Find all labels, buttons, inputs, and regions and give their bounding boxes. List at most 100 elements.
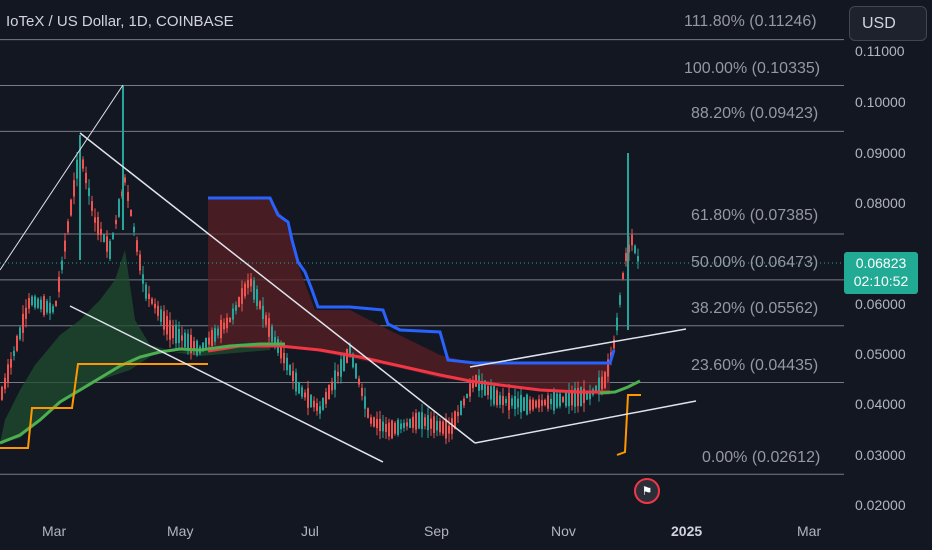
candle-body xyxy=(529,399,531,411)
fib-label: 0.00% (0.02612) xyxy=(702,449,821,466)
candle-body xyxy=(355,363,357,379)
candle-body xyxy=(616,317,618,331)
candle-body xyxy=(382,421,384,432)
candle-body xyxy=(31,296,33,306)
candle-body xyxy=(124,177,126,183)
candle-body xyxy=(622,273,624,279)
candle-body xyxy=(535,400,537,408)
candle-body xyxy=(145,284,147,299)
candle-body xyxy=(151,298,153,304)
candle-body xyxy=(1,386,3,400)
candle-body xyxy=(349,345,351,355)
candle-body xyxy=(448,425,450,434)
candle-body xyxy=(547,395,549,409)
candle-body xyxy=(385,423,387,433)
candle-body xyxy=(211,330,213,346)
candle-body xyxy=(469,383,471,397)
candle-body xyxy=(163,311,165,330)
candle-body xyxy=(496,390,498,405)
candle-body xyxy=(523,397,525,411)
candle-body xyxy=(577,388,579,406)
candle-body xyxy=(289,364,291,376)
us-flag-icon[interactable]: ⚑ xyxy=(634,478,660,504)
candle-body xyxy=(307,388,309,408)
candle-body xyxy=(73,180,75,197)
price-tick: 0.02000 xyxy=(855,497,906,513)
candle-body xyxy=(637,256,639,262)
trendlines xyxy=(0,84,697,463)
candle-body xyxy=(82,159,84,169)
candle-body xyxy=(460,400,462,416)
candle-body xyxy=(217,328,219,336)
green-moving-average-right xyxy=(599,379,641,395)
fib-label: 61.80% (0.07385) xyxy=(691,207,819,224)
time-tick: May xyxy=(167,523,194,539)
candle-body xyxy=(526,394,528,415)
price-tick: 0.06000 xyxy=(855,296,906,312)
candle-body xyxy=(454,411,456,429)
candle-body xyxy=(76,159,78,179)
candle-body xyxy=(88,187,90,197)
candle-body xyxy=(436,420,438,431)
price-tick: 0.11000 xyxy=(855,43,905,59)
candle-body xyxy=(550,398,552,405)
candle-body xyxy=(634,245,636,254)
candle-body xyxy=(433,416,435,434)
candle-body xyxy=(280,345,282,359)
candle-body xyxy=(112,232,114,240)
candle-body xyxy=(409,418,411,428)
candle-body xyxy=(241,288,243,304)
candle-body xyxy=(283,352,285,364)
candle-body xyxy=(601,376,603,390)
fib-label: 50.00% (0.06473) xyxy=(691,254,819,271)
candle-body xyxy=(208,337,210,345)
candle-body xyxy=(415,413,417,430)
currency-button[interactable]: USD xyxy=(849,6,927,41)
candle-body xyxy=(481,381,483,391)
candle-body xyxy=(244,283,246,297)
candle-body xyxy=(337,371,339,377)
fib-label: 100.00% (0.10335) xyxy=(684,60,821,77)
candle-body xyxy=(154,303,156,309)
candle-body xyxy=(484,380,486,396)
candle-body xyxy=(295,372,297,392)
candle-body xyxy=(265,315,267,325)
candle-body xyxy=(127,192,129,201)
candle-body xyxy=(4,377,6,389)
candle-body xyxy=(169,320,171,340)
candle-body xyxy=(391,420,393,439)
candle-body xyxy=(364,396,366,409)
candle-body xyxy=(340,359,342,377)
candle-body xyxy=(319,406,321,414)
candle-body xyxy=(25,307,27,319)
candle-body xyxy=(256,289,258,306)
candle-body xyxy=(196,340,198,356)
last-price-tag: 0.06823 02:10:52 xyxy=(844,252,918,294)
candle-body xyxy=(223,322,225,330)
candle-body xyxy=(595,385,597,393)
candle-body xyxy=(214,328,216,342)
time-tick: Mar xyxy=(797,523,822,539)
candle-body xyxy=(571,390,573,406)
time-tick: Jul xyxy=(301,523,319,539)
candle-body xyxy=(10,359,12,368)
candle-body xyxy=(91,201,93,211)
candle-body xyxy=(388,422,390,437)
candle-body xyxy=(631,234,633,246)
candle-body xyxy=(511,398,513,406)
candle-body xyxy=(37,298,39,308)
candle-body xyxy=(514,396,516,409)
candle-body xyxy=(205,337,207,351)
candle-body xyxy=(175,324,177,344)
candle-body xyxy=(553,391,555,411)
candle-body xyxy=(274,336,276,344)
candle-body xyxy=(262,305,264,320)
candle-body xyxy=(493,386,495,405)
fib-label: 111.80% (0.11246) xyxy=(684,13,817,30)
candle-body xyxy=(574,388,576,407)
fib-label: 23.60% (0.04435) xyxy=(691,357,819,374)
candle-body xyxy=(259,301,261,309)
candle-body xyxy=(430,418,432,429)
candle-body xyxy=(442,421,444,434)
